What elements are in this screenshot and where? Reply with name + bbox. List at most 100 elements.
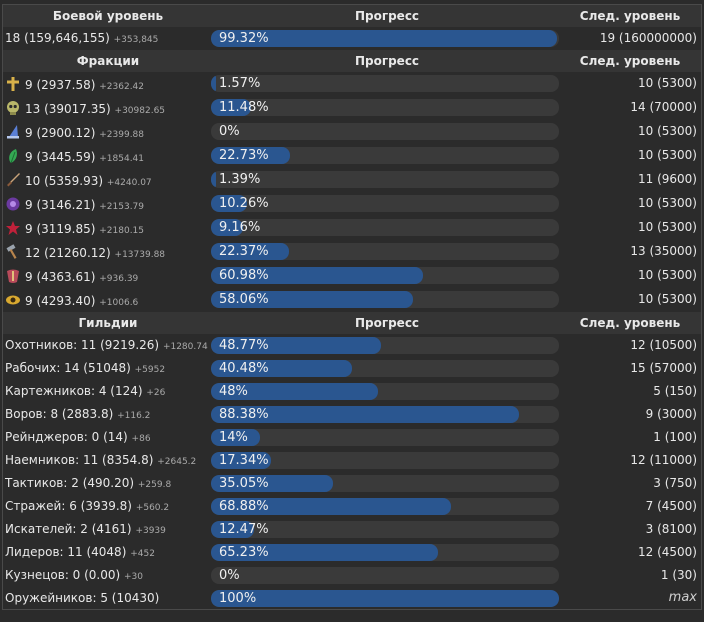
faction-level-value: 9 (2937.58)	[25, 78, 100, 92]
guild-level-value: Оружейников: 5 (10430)	[5, 591, 160, 605]
faction-label: 9 (4293.40) +1006.6	[5, 292, 138, 308]
guild-label: Охотников: 11 (9219.26) +1280.74	[5, 338, 208, 352]
guild-next-level: 5 (150)	[653, 384, 697, 398]
faction-label: 9 (2937.58) +2362.42	[5, 76, 144, 92]
faction-progress-percent: 22.73%	[219, 148, 269, 163]
guild-progress-bar: 88.38%	[211, 406, 559, 423]
combat-progress-percent: 99.32%	[219, 31, 269, 46]
faction-progress-percent: 58.06%	[219, 292, 269, 307]
guild-progress-percent: 12.47%	[219, 522, 269, 537]
guild-level-value: Картежников: 4 (124)	[5, 384, 147, 398]
faction-progress-bar: 9.16%	[211, 219, 559, 236]
faction-progress-percent: 0%	[219, 124, 240, 139]
faction-progress-fill	[211, 99, 251, 116]
guild-row: Наемников: 11 (8354.8) +2645.2 17.34% 12 (…	[3, 449, 701, 472]
guild-row: Рабочих: 14 (51048) +5952 40.48% 15 (57000…	[3, 357, 701, 380]
faction-label: 12 (21260.12) +13739.88	[5, 244, 165, 260]
faction-level-value: 9 (3445.59)	[25, 150, 100, 164]
faction-next-level: 10 (5300)	[638, 148, 697, 162]
guild-progress-fill	[211, 337, 381, 354]
faction-increment: +2153.79	[99, 202, 145, 212]
guild-progress-fill	[211, 383, 379, 400]
guild-label: Тактиков: 2 (490.20) +259.8	[5, 476, 171, 490]
guild-level-value: Тактиков: 2 (490.20)	[5, 476, 138, 490]
guild-progress-fill	[211, 429, 260, 446]
guild-next-level: 12 (11000)	[630, 453, 697, 467]
guild-progress-bar: 40.48%	[211, 360, 559, 377]
faction-level-value: 9 (2900.12)	[25, 126, 100, 140]
faction-label: 9 (3445.59) +1854.41	[5, 148, 144, 164]
faction-progress-fill	[211, 219, 243, 236]
guild-progress-percent: 88.38%	[219, 407, 269, 422]
faction-next-level: 13 (35000)	[630, 244, 697, 258]
faction-progress-bar: 22.37%	[211, 243, 559, 260]
guild-label: Лидеров: 11 (4048) +452	[5, 545, 155, 559]
guild-progress-bar: 0%	[211, 567, 559, 584]
faction-progress-bar: 22.73%	[211, 147, 559, 164]
guild-progress-fill	[211, 406, 519, 423]
guild-progress-fill	[211, 590, 559, 607]
faction-label: 10 (5359.93) +4240.07	[5, 172, 152, 188]
combat-header-progress: Прогресс	[354, 9, 420, 23]
guild-next-level: 12 (10500)	[630, 338, 697, 352]
faction-next-level: 10 (5300)	[638, 220, 697, 234]
guild-increment: +2645.2	[157, 457, 197, 467]
guild-label: Рабочих: 14 (51048) +5952	[5, 361, 165, 375]
faction-progress-percent: 10.26%	[219, 196, 269, 211]
faction-progress-percent: 60.98%	[219, 268, 269, 283]
guild-progress-fill	[211, 452, 272, 469]
faction-level-value: 12 (21260.12)	[25, 246, 115, 260]
faction-row: 9 (3119.85) +2180.15 9.16% 10 (5300)	[3, 216, 701, 239]
guild-next-level: max	[668, 590, 697, 605]
skull-icon	[5, 100, 21, 116]
guilds-header-progress: Прогресс	[354, 316, 420, 330]
faction-progress-fill	[211, 243, 289, 260]
guild-increment: +560.2	[135, 503, 170, 513]
guild-row: Кузнецов: 0 (0.00) +30 0% 1 (30)	[3, 564, 701, 587]
guild-level-value: Наемников: 11 (8354.8)	[5, 453, 158, 467]
faction-progress-bar: 58.06%	[211, 291, 559, 308]
faction-progress-fill	[211, 195, 247, 212]
faction-progress-percent: 9.16%	[219, 220, 261, 235]
guild-progress-fill	[211, 544, 438, 561]
sword-icon	[5, 172, 21, 188]
faction-row: 9 (4293.40) +1006.6 58.06% 10 (5300)	[3, 288, 701, 311]
combat-level-value: 18 (159,646,155)	[5, 31, 110, 45]
faction-progress-bar: 1.39%	[211, 171, 559, 188]
faction-progress-bar: 10.26%	[211, 195, 559, 212]
guild-next-level: 12 (4500)	[638, 545, 697, 559]
guild-progress-bar: 12.47%	[211, 521, 559, 538]
faction-row: 9 (3146.21) +2153.79 10.26% 10 (5300)	[3, 192, 701, 215]
faction-increment: +2362.42	[99, 82, 145, 92]
eye-icon	[5, 292, 21, 308]
demon-star-icon	[5, 220, 21, 236]
faction-row: 13 (39017.35) +30982.65 11.48% 14 (70000)	[3, 96, 701, 119]
guild-progress-bar: 48.77%	[211, 337, 559, 354]
guild-row: Стражей: 6 (3939.8) +560.2 68.88% 7 (4500)	[3, 495, 701, 518]
guild-increment: +452	[130, 549, 155, 559]
level-table: Боевой уровень Прогресс След. уровень 18…	[2, 4, 702, 610]
guild-progress-percent: 100%	[219, 591, 257, 606]
guild-row: Воров: 8 (2883.8) +116.2 88.38% 9 (3000)	[3, 403, 701, 426]
faction-progress-fill	[211, 291, 414, 308]
faction-progress-fill	[211, 171, 216, 188]
guild-increment: +30	[124, 572, 144, 582]
faction-increment: +2399.88	[99, 130, 145, 140]
faction-level-value: 10 (5359.93)	[25, 174, 107, 188]
combat-level-label: 18 (159,646,155) +353,845	[5, 31, 158, 45]
guild-next-level: 3 (750)	[653, 476, 697, 490]
combat-progress-bar: 99.32%	[211, 30, 559, 47]
guild-increment: +1280.74	[162, 342, 208, 352]
guild-progress-percent: 40.48%	[219, 361, 269, 376]
combat-next-level: 19 (160000000)	[599, 31, 697, 45]
faction-progress-fill	[211, 267, 424, 284]
faction-increment: +936.39	[99, 274, 139, 284]
guilds-header-next: След. уровень	[579, 316, 681, 330]
faction-increment: +13739.88	[114, 250, 166, 260]
guild-next-level: 3 (8100)	[645, 522, 697, 536]
faction-progress-fill	[211, 75, 216, 92]
faction-label: 9 (2900.12) +2399.88	[5, 124, 144, 140]
faction-increment: +4240.07	[106, 178, 152, 188]
guild-progress-bar: 35.05%	[211, 475, 559, 492]
faction-progress-bar: 0%	[211, 123, 559, 140]
